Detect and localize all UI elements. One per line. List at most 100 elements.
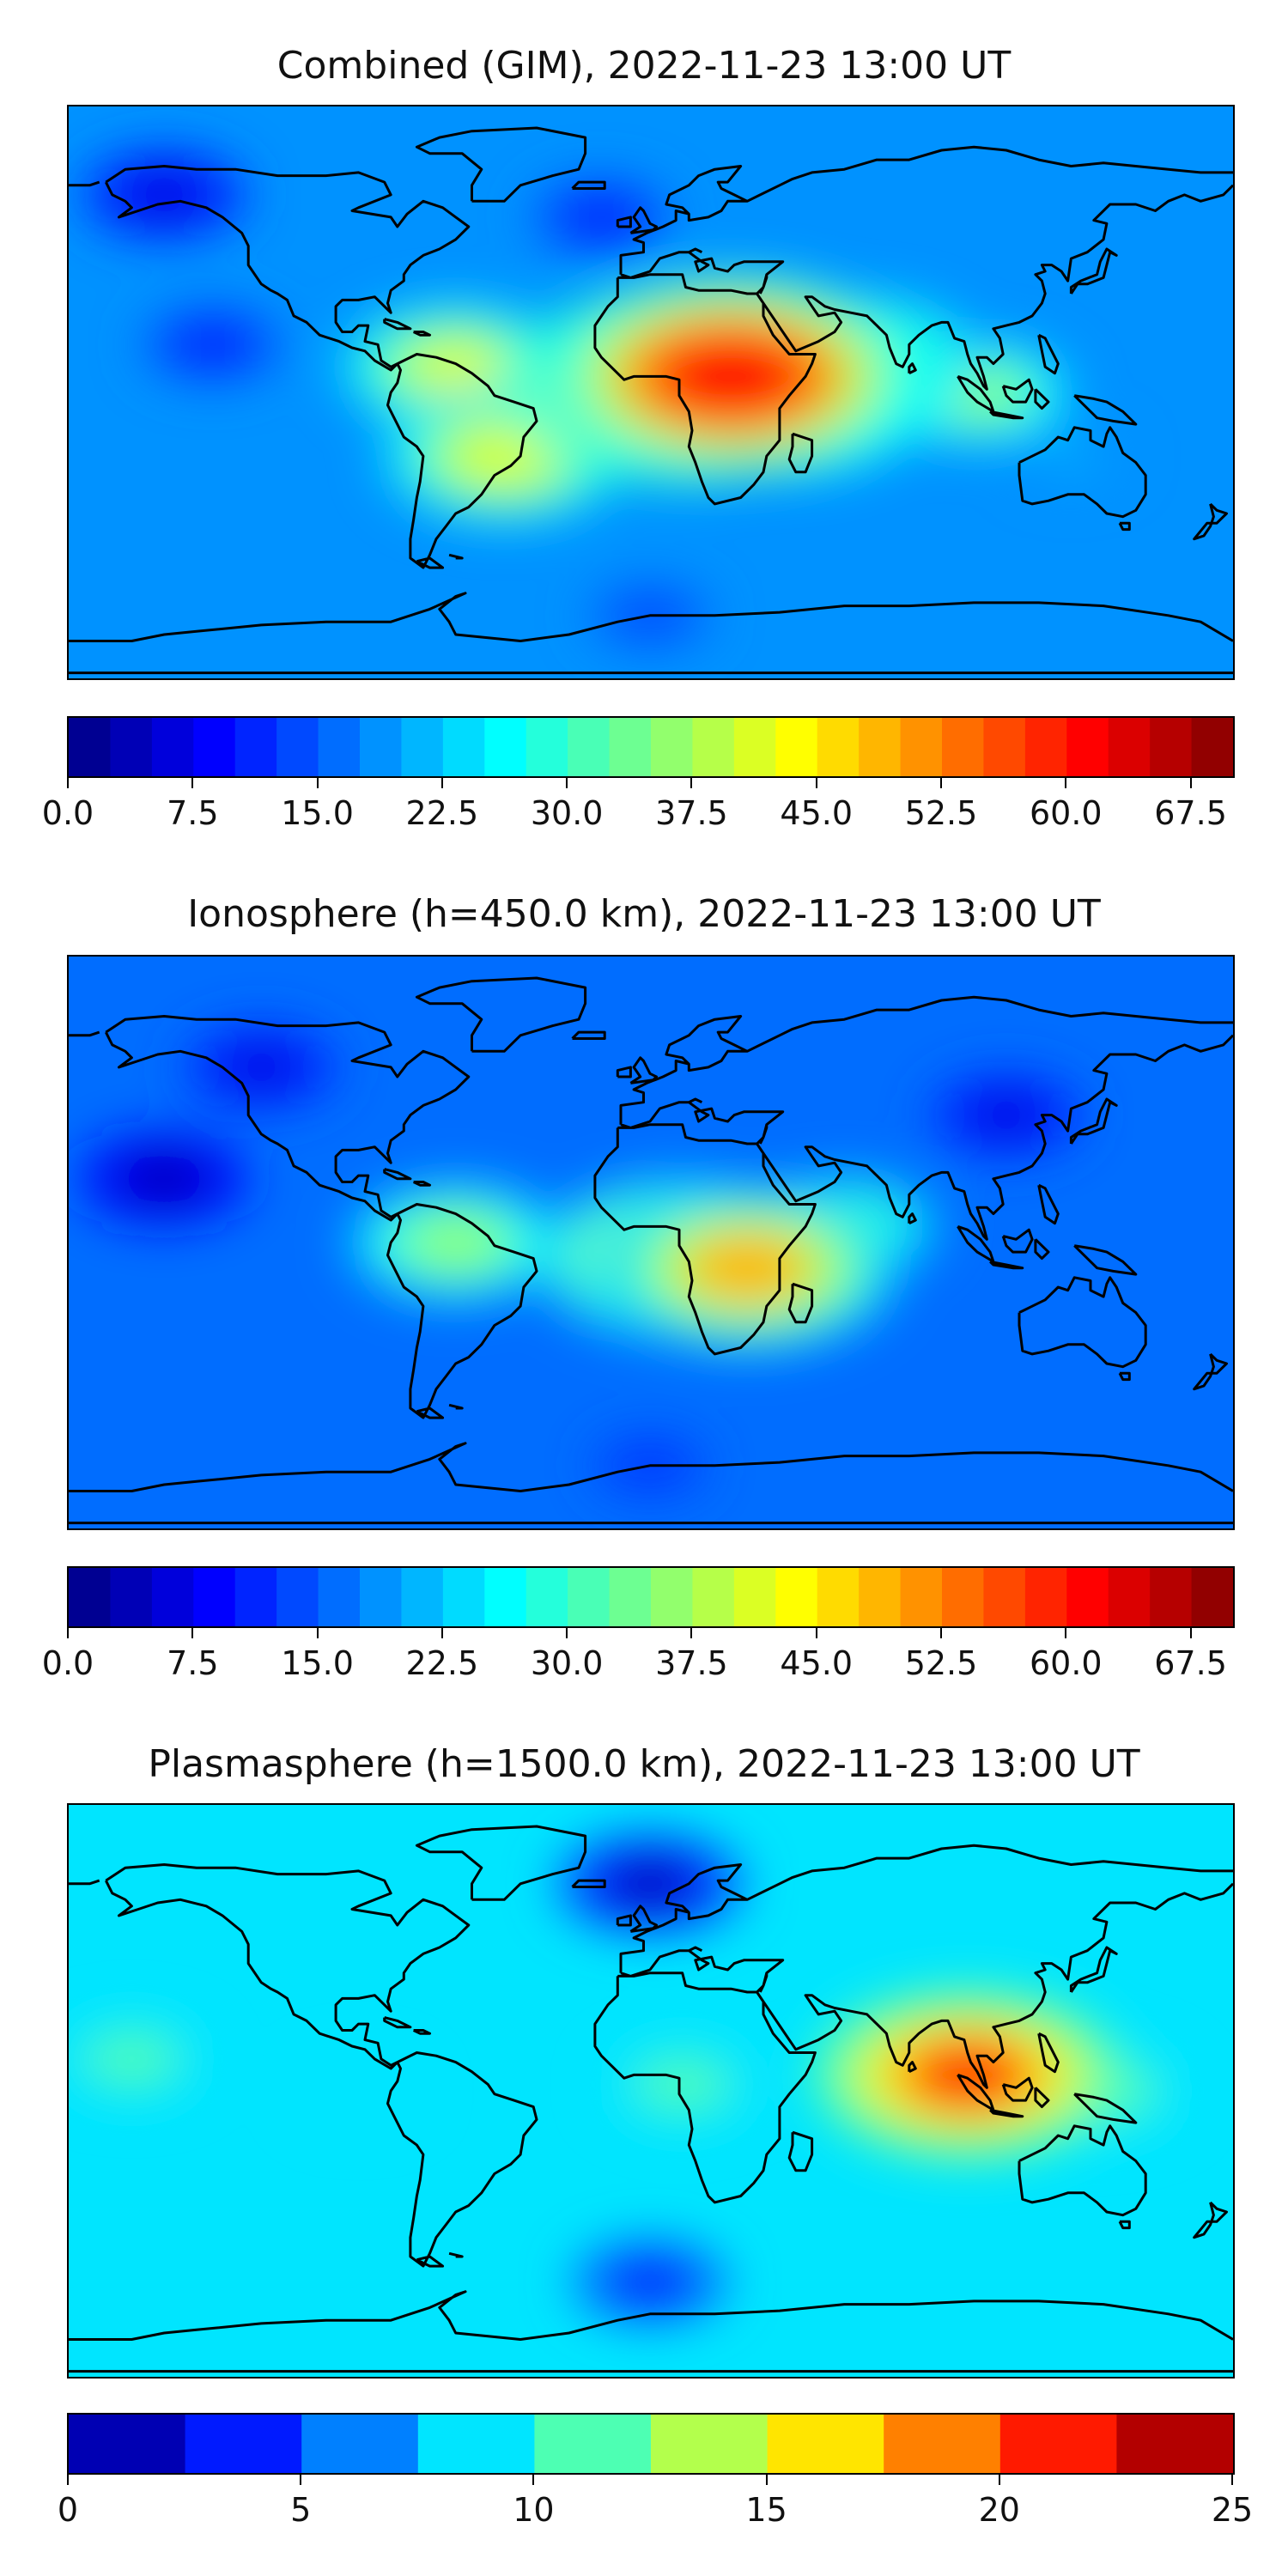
coastline-plasmasphere bbox=[67, 1825, 1233, 2373]
colorbar-tick-mark bbox=[566, 778, 568, 788]
colorbar-band-20 bbox=[900, 1568, 943, 1626]
colorbar-band-21 bbox=[942, 718, 985, 776]
panel-title-combined: Combined (GIM), 2022-11-23 13:00 UT bbox=[276, 44, 1012, 88]
colorbar-tick-mark bbox=[815, 778, 817, 788]
colorbar-band-4 bbox=[234, 718, 277, 776]
colorbar-band-6 bbox=[767, 2415, 884, 2473]
tec-feature-2-level-3 bbox=[973, 1097, 1040, 1133]
colorbar-tick-mark bbox=[690, 1628, 693, 1638]
colorbar-band-3 bbox=[417, 2415, 535, 2473]
colorbar-tick-mark bbox=[690, 778, 693, 788]
coastline-path bbox=[67, 126, 1233, 675]
colorbar-band-6 bbox=[318, 718, 361, 776]
colorbar-band-18 bbox=[817, 1568, 860, 1626]
colorbar-tick-mark bbox=[765, 2475, 768, 2485]
coastline-path bbox=[67, 1825, 1233, 2373]
colorbar-tick-mark bbox=[67, 1628, 69, 1638]
colorbar-tick-mark bbox=[1189, 1628, 1192, 1638]
coastline-ionosphere bbox=[67, 976, 1233, 1525]
colorbar-band-0 bbox=[69, 2415, 186, 2473]
colorbar-tick-label: 60.0 bbox=[1029, 794, 1103, 832]
colorbar-band-16 bbox=[733, 1568, 776, 1626]
tec-feature-group bbox=[79, 148, 1129, 651]
tec-feature-0-level-3 bbox=[1047, 443, 1096, 470]
colorbar-tick-mark bbox=[67, 778, 69, 788]
colorbar-tick-mark bbox=[1065, 1628, 1067, 1638]
colorbar-band-5 bbox=[276, 1568, 319, 1626]
colorbar-tick-mark bbox=[1231, 2475, 1233, 2485]
colorbar-band-24 bbox=[1066, 718, 1109, 776]
colorbar-band-9 bbox=[1116, 2415, 1233, 2473]
colorbar-band-7 bbox=[360, 1568, 403, 1626]
colorbar-tick-label: 0 bbox=[57, 2491, 79, 2529]
colorbar-band-2 bbox=[151, 718, 194, 776]
colorbar-tick-label: 22.5 bbox=[405, 794, 479, 832]
colorbar-tick-label: 15.0 bbox=[281, 794, 354, 832]
colorbar-band-14 bbox=[651, 718, 694, 776]
colorbar-band-20 bbox=[900, 718, 943, 776]
colorbar-band-0 bbox=[69, 1568, 112, 1626]
colorbar-tick-label: 7.5 bbox=[167, 794, 219, 832]
colorbar-band-8 bbox=[401, 718, 444, 776]
colorbar-band-9 bbox=[442, 1568, 485, 1626]
colorbar-band-21 bbox=[942, 1568, 985, 1626]
colorbar-tick-label: 52.5 bbox=[904, 794, 978, 832]
colorbar-tick-mark bbox=[67, 2475, 69, 2485]
colorbar-tick-label: 10 bbox=[513, 2491, 555, 2529]
tec-feature-3-level-3 bbox=[128, 1158, 200, 1199]
colorbar-tick-mark bbox=[191, 778, 194, 788]
colorbar-tick-label: 67.5 bbox=[1154, 1644, 1227, 1682]
colorbar-tick-label: 15 bbox=[745, 2491, 787, 2529]
map-combined-svg bbox=[67, 106, 1233, 679]
colorbar-band-25 bbox=[1108, 718, 1151, 776]
colorbar-ticks-ionosphere: 0.0 7.5 15.0 22.5 30.0 37.5 45.0 52.5 60.0 67.5 bbox=[42, 1628, 1233, 1682]
colorbar-band-23 bbox=[1024, 1568, 1067, 1626]
colorbar-band-23 bbox=[1024, 718, 1067, 776]
colorbar-tick-label: 0.0 bbox=[41, 1644, 94, 1682]
colorbar-tick-mark bbox=[191, 1628, 194, 1638]
colorbar-ticks-combined: 0.0 7.5 15.0 22.5 30.0 37.5 45.0 52.5 60.0 67.5 bbox=[42, 778, 1233, 832]
colorbar-band-1 bbox=[185, 2415, 302, 2473]
colorbar-tick-label: 15.0 bbox=[281, 1644, 354, 1682]
colorbar-ticks-plasmasphere: 0 5 10 15 20 25 bbox=[58, 2475, 1253, 2529]
colorbar-band-15 bbox=[692, 1568, 735, 1626]
colorbar-ionosphere-svg bbox=[69, 1568, 1233, 1626]
colorbar-band-8 bbox=[401, 1568, 444, 1626]
colorbar-tick-mark bbox=[440, 778, 443, 788]
colorbar-tick-mark bbox=[940, 778, 942, 788]
tec-feature-3-level-3 bbox=[617, 2263, 683, 2300]
colorbar-band-1 bbox=[110, 718, 153, 776]
colorbar-tick-mark bbox=[316, 778, 319, 788]
colorbar-band-11 bbox=[526, 1568, 568, 1626]
colorbar-band-13 bbox=[609, 1568, 652, 1626]
tec-feature-1-level-3 bbox=[98, 2040, 165, 2078]
tec-field-ionosphere bbox=[67, 956, 1233, 1529]
colorbar-band-6 bbox=[318, 1568, 361, 1626]
colorbar-band-4 bbox=[534, 2415, 652, 2473]
colorbar-band-12 bbox=[568, 1568, 611, 1626]
colorbar-band-2 bbox=[301, 2415, 419, 2473]
tec-feature-2-level-3 bbox=[182, 328, 243, 361]
colorbar-band-17 bbox=[775, 1568, 818, 1626]
colorbar-tick-mark bbox=[440, 1628, 443, 1638]
tec-feature-11-level-3 bbox=[653, 333, 809, 419]
map-plasmasphere-svg bbox=[67, 1804, 1233, 2378]
colorbar-tick-label: 30.0 bbox=[530, 794, 604, 832]
colorbar-band-27 bbox=[1191, 718, 1233, 776]
colorbar-band-13 bbox=[609, 718, 652, 776]
map-ionosphere bbox=[67, 956, 1233, 1529]
tec-feature-8-level-3 bbox=[452, 428, 556, 485]
colorbar-tick-label: 0.0 bbox=[41, 794, 94, 832]
colorbar-ionosphere bbox=[67, 1566, 1235, 1628]
tec-feature-4-level-3 bbox=[129, 175, 200, 215]
colorbar-band-16 bbox=[733, 718, 776, 776]
colorbar-band-15 bbox=[692, 718, 735, 776]
colorbar-band-3 bbox=[193, 718, 236, 776]
colorbar-tick-mark bbox=[1065, 778, 1067, 788]
coastline-combined bbox=[67, 126, 1233, 675]
map-plasmasphere bbox=[67, 1804, 1233, 2378]
colorbar-tick-label: 45.0 bbox=[780, 794, 854, 832]
colorbar-band-19 bbox=[859, 718, 902, 776]
colorbar-band-5 bbox=[276, 718, 319, 776]
colorbar-band-8 bbox=[999, 2415, 1117, 2473]
